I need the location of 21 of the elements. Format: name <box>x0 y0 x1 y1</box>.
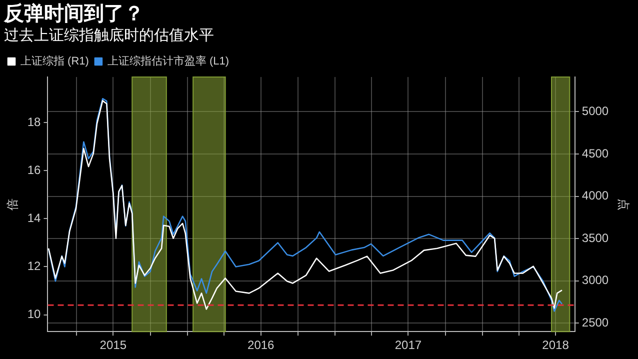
chart-subtitle: 过去上证综指触底时的估值水平 <box>4 26 214 46</box>
y2-tick-label: 3500 <box>582 230 609 245</box>
y-tick-label: 14 <box>27 211 42 226</box>
x-tick-label: 2017 <box>394 338 422 352</box>
y-tick-label: 10 <box>27 307 42 322</box>
y-tick-label: 18 <box>27 114 42 129</box>
y-tick-label: 12 <box>27 259 42 274</box>
x-tick-label: 2015 <box>100 338 127 352</box>
legend-label: 上证综指估计市盈率 (L1) <box>107 54 230 68</box>
y2-tick-label: 2500 <box>582 315 609 330</box>
y-tick-label: 16 <box>27 162 42 177</box>
y2-tick-label: 5000 <box>582 104 609 118</box>
legend-label: 上证综指 (R1) <box>20 54 89 68</box>
x-tick-label: 2018 <box>542 338 570 352</box>
y2-axis-title: 点 <box>616 198 630 210</box>
y2-tick-label: 4500 <box>582 146 609 160</box>
x-tick-label: 2016 <box>248 338 275 352</box>
y-axis-title: 倍 <box>6 198 20 210</box>
chart-title: 反弹时间到了？ <box>4 2 144 26</box>
y2-tick-label: 3000 <box>582 273 609 288</box>
y2-tick-label: 4000 <box>582 188 609 203</box>
